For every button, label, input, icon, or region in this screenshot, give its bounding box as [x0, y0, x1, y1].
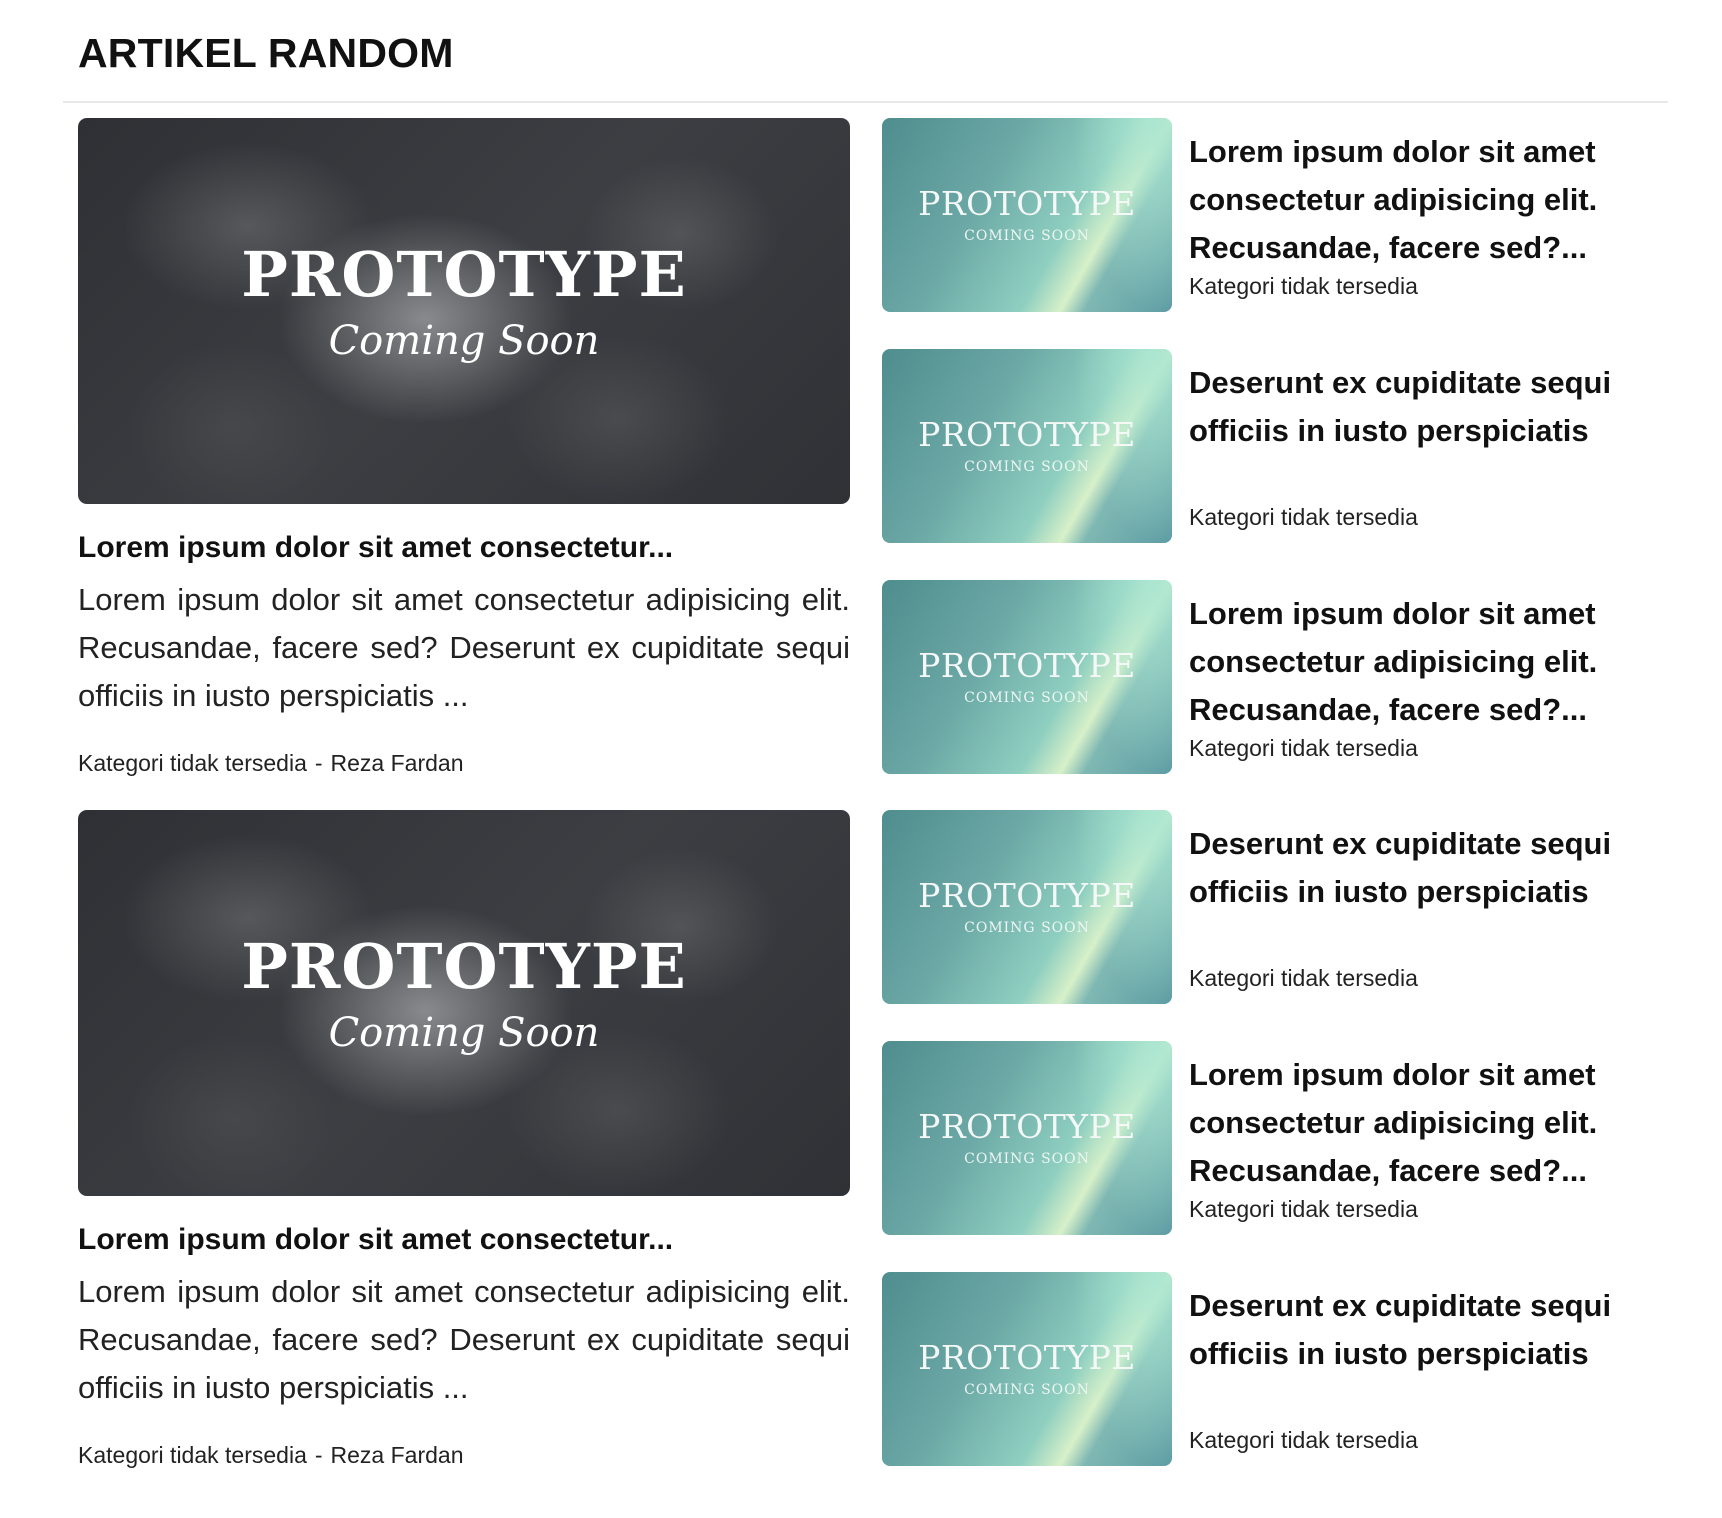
article-author[interactable]: Reza Fardan: [330, 1442, 464, 1468]
featured-article-thumbnail[interactable]: PROTOTYPE Coming Soon: [78, 810, 850, 1196]
featured-article-title[interactable]: Lorem ipsum dolor sit amet consectetur..…: [78, 1223, 674, 1256]
article-thumbnail[interactable]: PROTOTYPE COMING SOON: [882, 580, 1172, 774]
article-thumbnail[interactable]: PROTOTYPE COMING SOON: [882, 810, 1172, 1004]
article-list-item[interactable]: PROTOTYPE COMING SOON Deserunt ex cupidi…: [882, 349, 1642, 543]
article-list-item[interactable]: PROTOTYPE COMING SOON Deserunt ex cupidi…: [882, 810, 1642, 1004]
thumbnail-coming-soon-text: Coming Soon: [328, 318, 600, 364]
article-category[interactable]: Kategori tidak tersedia: [1189, 273, 1418, 299]
article-category[interactable]: Kategori tidak tersedia: [1189, 504, 1418, 530]
meta-separator: -: [314, 1442, 323, 1468]
article-title[interactable]: Lorem ipsum dolor sit amet consectetur a…: [1189, 596, 1598, 727]
thumbnail-prototype-text: PROTOTYPE: [918, 184, 1136, 223]
article-title[interactable]: Deserunt ex cupiditate sequi officiis in…: [1189, 365, 1612, 448]
thumbnail-coming-soon-text: COMING SOON: [964, 1151, 1090, 1167]
featured-article-meta: Kategori tidak tersedia - Reza Fardan: [78, 1442, 850, 1469]
article-thumbnail[interactable]: PROTOTYPE COMING SOON: [882, 1272, 1172, 1466]
thumbnail-prototype-text: PROTOTYPE: [241, 930, 687, 1003]
article-author[interactable]: Reza Fardan: [330, 750, 464, 776]
thumbnail-prototype-text: PROTOTYPE: [918, 1107, 1136, 1146]
section-title: ARTIKEL RANDOM: [78, 30, 454, 76]
thumbnail-prototype-text: PROTOTYPE: [918, 876, 1136, 915]
article-list-item[interactable]: PROTOTYPE COMING SOON Lorem ipsum dolor …: [882, 1041, 1642, 1235]
article-thumbnail[interactable]: PROTOTYPE COMING SOON: [882, 1041, 1172, 1235]
featured-article-card[interactable]: PROTOTYPE Coming Soon Lorem ipsum dolor …: [78, 118, 850, 777]
article-title[interactable]: Deserunt ex cupiditate sequi officiis in…: [1189, 1288, 1612, 1371]
featured-article-thumbnail[interactable]: PROTOTYPE Coming Soon: [78, 118, 850, 504]
featured-article-excerpt: Lorem ipsum dolor sit amet consectetur a…: [78, 582, 850, 713]
article-category[interactable]: Kategori tidak tersedia: [1189, 965, 1418, 991]
article-list-item[interactable]: PROTOTYPE COMING SOON Lorem ipsum dolor …: [882, 580, 1642, 774]
article-title[interactable]: Lorem ipsum dolor sit amet consectetur a…: [1189, 134, 1598, 265]
thumbnail-prototype-text: PROTOTYPE: [918, 1338, 1136, 1377]
meta-separator: -: [314, 750, 323, 776]
thumbnail-coming-soon-text: COMING SOON: [964, 459, 1090, 475]
featured-article-title[interactable]: Lorem ipsum dolor sit amet consectetur..…: [78, 531, 674, 564]
article-thumbnail[interactable]: PROTOTYPE COMING SOON: [882, 349, 1172, 543]
thumbnail-prototype-text: PROTOTYPE: [918, 415, 1136, 454]
section-divider: [63, 101, 1668, 103]
thumbnail-coming-soon-text: COMING SOON: [964, 228, 1090, 244]
thumbnail-prototype-text: PROTOTYPE: [918, 646, 1136, 685]
article-thumbnail[interactable]: PROTOTYPE COMING SOON: [882, 118, 1172, 312]
article-category[interactable]: Kategori tidak tersedia: [78, 750, 307, 776]
article-category[interactable]: Kategori tidak tersedia: [78, 1442, 307, 1468]
thumbnail-prototype-text: PROTOTYPE: [241, 238, 687, 311]
article-title[interactable]: Deserunt ex cupiditate sequi officiis in…: [1189, 826, 1612, 909]
featured-article-excerpt: Lorem ipsum dolor sit amet consectetur a…: [78, 1274, 850, 1405]
article-category[interactable]: Kategori tidak tersedia: [1189, 1196, 1418, 1222]
thumbnail-coming-soon-text: COMING SOON: [964, 920, 1090, 936]
featured-article-card[interactable]: PROTOTYPE Coming Soon Lorem ipsum dolor …: [78, 810, 850, 1469]
article-list-item[interactable]: PROTOTYPE COMING SOON Lorem ipsum dolor …: [882, 118, 1642, 312]
featured-article-meta: Kategori tidak tersedia - Reza Fardan: [78, 750, 850, 777]
thumbnail-coming-soon-text: COMING SOON: [964, 1382, 1090, 1398]
thumbnail-coming-soon-text: COMING SOON: [964, 690, 1090, 706]
article-title[interactable]: Lorem ipsum dolor sit amet consectetur a…: [1189, 1057, 1598, 1188]
thumbnail-coming-soon-text: Coming Soon: [328, 1010, 600, 1056]
article-list-item[interactable]: PROTOTYPE COMING SOON Deserunt ex cupidi…: [882, 1272, 1642, 1466]
article-category[interactable]: Kategori tidak tersedia: [1189, 1427, 1418, 1453]
article-category[interactable]: Kategori tidak tersedia: [1189, 735, 1418, 761]
